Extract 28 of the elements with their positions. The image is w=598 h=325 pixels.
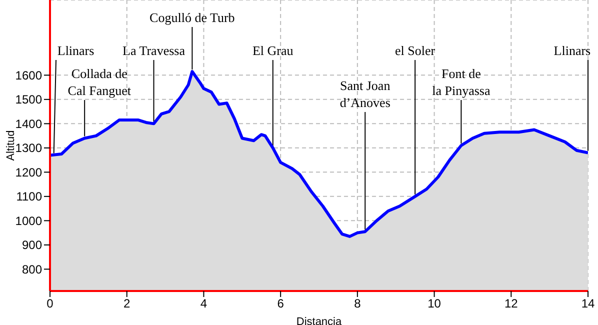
annotation: Llinars bbox=[554, 43, 591, 58]
y-axis-title: Altitud bbox=[4, 130, 17, 161]
y-tick-label: 1200 bbox=[15, 165, 42, 180]
y-tick-label: 1300 bbox=[15, 141, 42, 156]
annotation: el Soler bbox=[395, 43, 436, 58]
x-tick-label: 8 bbox=[354, 296, 362, 311]
annotation: Font de la Pinyassa bbox=[432, 66, 490, 98]
y-tick-label: 1100 bbox=[16, 190, 42, 204]
y-tick-label: 1500 bbox=[15, 92, 42, 107]
x-tick-label: 2 bbox=[124, 296, 131, 311]
annotation: El Grau bbox=[252, 43, 294, 58]
x-tick-label: 4 bbox=[200, 296, 208, 311]
y-tick-label: 800 bbox=[22, 262, 42, 276]
y-tick-label: 900 bbox=[22, 238, 42, 252]
annotation: Cogulló de Turb bbox=[150, 10, 235, 25]
annotation: Collada de Cal Fanguet bbox=[68, 66, 132, 98]
x-axis-title: Distancia bbox=[296, 316, 342, 325]
x-tick-label: 12 bbox=[504, 296, 518, 311]
annotation: Sant Joan d’Anoves bbox=[340, 78, 391, 110]
x-tick-label: 0 bbox=[46, 296, 54, 311]
x-tick-label: 14 bbox=[581, 296, 595, 311]
annotation: La Travessa bbox=[122, 43, 186, 58]
annotation: Llinars bbox=[57, 43, 94, 58]
y-tick-label: 1400 bbox=[15, 116, 42, 131]
x-tick-label: 10 bbox=[428, 296, 442, 311]
y-tick-label: 1600 bbox=[15, 68, 42, 82]
y-tick-label: 1000 bbox=[15, 214, 42, 228]
x-tick-label: 6 bbox=[277, 296, 284, 311]
